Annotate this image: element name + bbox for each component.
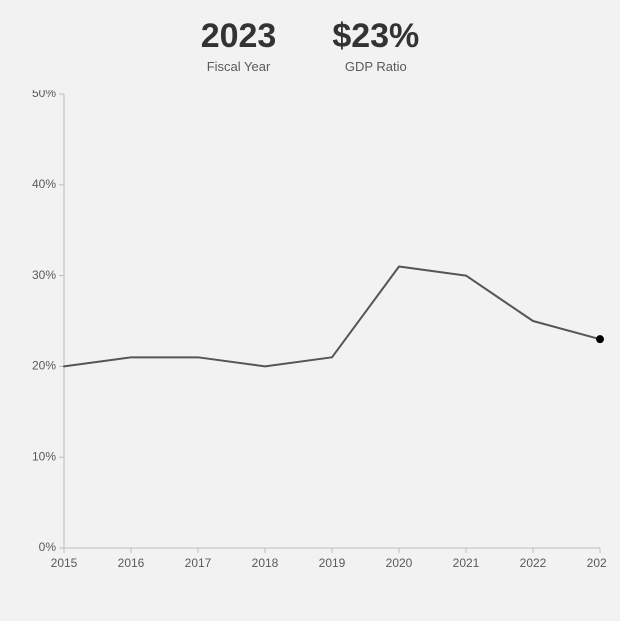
x-tick-label: 2018 [252,556,279,570]
x-tick-label: 2019 [319,556,346,570]
kpi-row: 2023 Fiscal Year $23% GDP Ratio [14,18,606,74]
kpi-value: $23% [332,18,419,55]
y-tick-label: 50% [32,90,56,100]
x-tick-label: 2016 [118,556,145,570]
y-tick-label: 20% [32,359,56,373]
series-end-marker [596,336,604,344]
x-tick-label: 2017 [185,556,212,570]
y-tick-label: 0% [39,541,57,555]
kpi-gdp-ratio: $23% GDP Ratio [332,18,419,74]
x-tick-label: 2023 [587,556,606,570]
x-tick-label: 2015 [51,556,78,570]
x-tick-label: 2022 [520,556,547,570]
x-tick-label: 2021 [453,556,480,570]
gdp-ratio-line-chart: 0% 10% 20% 30% 40% 50% 2015 2016 2017 2018 2019 202… [14,90,606,580]
y-tick-label: 10% [32,450,56,464]
kpi-label: Fiscal Year [201,59,277,74]
series-line [64,267,600,367]
kpi-fiscal-year: 2023 Fiscal Year [201,18,277,74]
y-tick-label: 40% [32,177,56,191]
chart-svg: 0% 10% 20% 30% 40% 50% 2015 2016 2017 2018 2019 202… [14,90,606,576]
kpi-label: GDP Ratio [332,59,419,74]
kpi-value: 2023 [201,18,277,55]
y-tick-label: 30% [32,268,56,282]
x-tick-label: 2020 [386,556,413,570]
